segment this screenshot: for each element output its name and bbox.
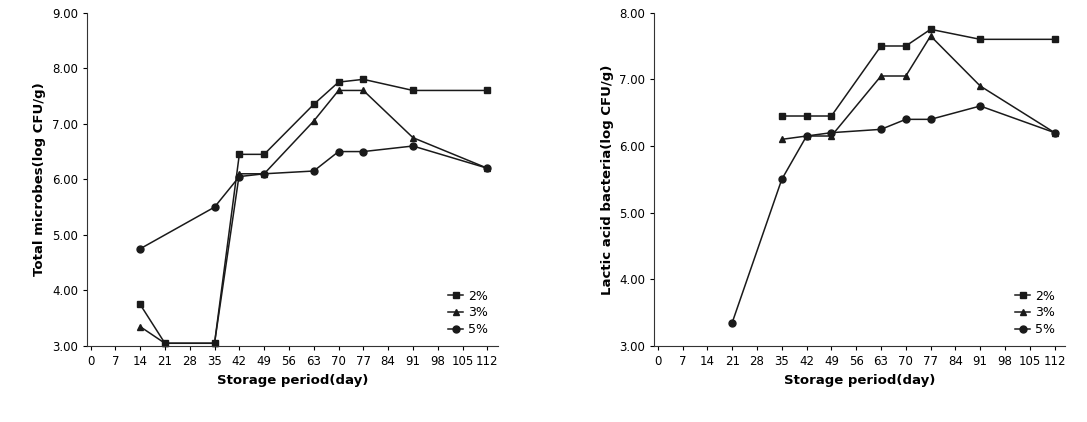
Line: 2%: 2% (137, 76, 491, 347)
2% (825, 114, 838, 119)
5% (800, 133, 813, 138)
2% (899, 43, 912, 49)
2% (332, 80, 345, 85)
3% (407, 135, 420, 140)
5% (357, 149, 370, 154)
3% (258, 171, 271, 176)
5% (480, 166, 493, 171)
3% (480, 166, 493, 171)
3% (159, 341, 172, 346)
3% (134, 324, 147, 329)
2% (308, 102, 321, 107)
Line: 2%: 2% (778, 26, 1058, 119)
5% (899, 117, 912, 122)
2% (233, 152, 246, 157)
5% (726, 320, 739, 325)
2% (159, 341, 172, 346)
3% (874, 73, 887, 78)
3% (208, 341, 221, 346)
3% (332, 88, 345, 93)
2% (208, 341, 221, 346)
Line: 3%: 3% (137, 87, 491, 347)
3% (233, 171, 246, 176)
3% (800, 133, 813, 138)
2% (874, 43, 887, 49)
3% (357, 88, 370, 93)
Legend: 2%, 3%, 5%: 2%, 3%, 5% (1012, 286, 1059, 340)
2% (974, 37, 987, 42)
5% (233, 174, 246, 179)
5% (1048, 130, 1061, 135)
5% (308, 168, 321, 173)
2% (480, 88, 493, 93)
5% (924, 117, 937, 122)
3% (308, 119, 321, 124)
5% (407, 143, 420, 149)
X-axis label: Storage period(day): Storage period(day) (784, 373, 936, 387)
Y-axis label: Total microbes(log CFU/g): Total microbes(log CFU/g) (34, 82, 47, 276)
5% (208, 205, 221, 210)
X-axis label: Storage period(day): Storage period(day) (216, 373, 368, 387)
2% (1048, 37, 1061, 42)
3% (775, 137, 788, 142)
5% (874, 127, 887, 132)
Legend: 2%, 3%, 5%: 2%, 3%, 5% (445, 286, 491, 340)
5% (825, 130, 838, 135)
3% (899, 73, 912, 78)
Line: 5%: 5% (728, 103, 1058, 326)
3% (924, 33, 937, 38)
Line: 5%: 5% (137, 143, 491, 252)
2% (134, 302, 147, 307)
5% (775, 177, 788, 182)
5% (134, 246, 147, 252)
Line: 3%: 3% (778, 32, 1058, 143)
2% (924, 27, 937, 32)
5% (974, 103, 987, 108)
2% (407, 88, 420, 93)
2% (357, 77, 370, 82)
2% (258, 152, 271, 157)
3% (1048, 130, 1061, 135)
Y-axis label: Lactic acid bacteria(log CFU/g): Lactic acid bacteria(log CFU/g) (601, 64, 614, 295)
3% (825, 133, 838, 138)
2% (775, 114, 788, 119)
5% (258, 171, 271, 176)
3% (974, 84, 987, 89)
5% (332, 149, 345, 154)
2% (800, 114, 813, 119)
